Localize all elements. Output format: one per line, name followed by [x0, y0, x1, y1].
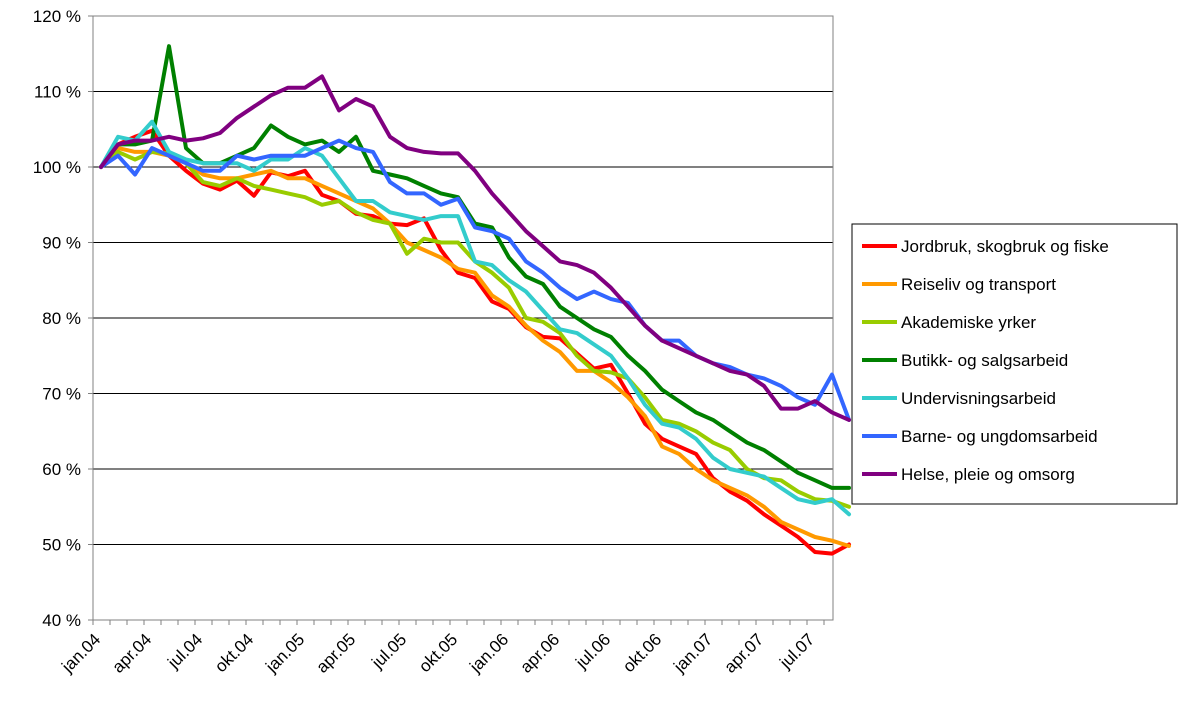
- x-tick-label: apr.07: [720, 630, 767, 677]
- x-tick-label: jul.05: [367, 630, 410, 673]
- y-tick-label: 70 %: [42, 385, 81, 404]
- y-tick-label: 80 %: [42, 309, 81, 328]
- series-line: [99, 149, 851, 509]
- x-tick-label: jan.06: [465, 630, 512, 677]
- x-axis-ticks: jan.04 apr.04 jul.04 okt.04 jan.05 apr.05 jul.…: [57, 620, 825, 677]
- x-tick-label: jan.05: [261, 630, 308, 677]
- y-axis-ticks: 40 % 50 % 60 % 70 % 80 % 90 % 100 % 110 % 120 %: [33, 7, 93, 630]
- x-tick-label: jul.07: [775, 630, 818, 673]
- legend-label: Jordbruk, skogbruk og fiske: [901, 237, 1109, 256]
- legend: Jordbruk, skogbruk og fiske Reiseliv og t…: [851, 223, 1178, 505]
- series-line: [99, 146, 851, 548]
- series-line: [99, 44, 851, 490]
- x-tick-label: apr.04: [108, 630, 155, 677]
- x-tick-label: apr.05: [312, 630, 359, 677]
- legend-label: Barne- og ungdomsarbeid: [901, 427, 1098, 446]
- legend-label: Reiseliv og transport: [901, 275, 1056, 294]
- legend-label: Akademiske yrker: [901, 313, 1036, 332]
- y-tick-label: 40 %: [42, 611, 81, 630]
- legend-label: Butikk- og salgsarbeid: [901, 351, 1068, 370]
- gridlines: [93, 91, 833, 545]
- x-tick-label: jan.07: [669, 630, 716, 677]
- legend-label: Helse, pleie og omsorg: [901, 465, 1075, 484]
- legend-box: [851, 223, 1178, 505]
- x-tick-label: okt.04: [211, 630, 257, 676]
- series-lines: [99, 44, 851, 556]
- x-tick-label: jul.04: [163, 630, 206, 673]
- y-tick-label: 50 %: [42, 536, 81, 555]
- y-tick-label: 110 %: [34, 83, 81, 102]
- x-tick-label: jan.04: [57, 630, 104, 677]
- y-tick-label: 60 %: [42, 460, 81, 479]
- series-line: [99, 74, 851, 422]
- y-tick-label: 90 %: [42, 234, 81, 253]
- x-tick-label: jul.06: [571, 630, 614, 673]
- x-tick-label: okt.06: [619, 630, 665, 676]
- y-tick-label: 120 %: [33, 7, 81, 26]
- x-tick-label: apr.06: [516, 630, 563, 677]
- series-line: [99, 138, 851, 422]
- legend-label: Undervisningsarbeid: [901, 389, 1056, 408]
- y-tick-label: 100 %: [33, 158, 81, 177]
- x-tick-label: okt.05: [415, 630, 461, 676]
